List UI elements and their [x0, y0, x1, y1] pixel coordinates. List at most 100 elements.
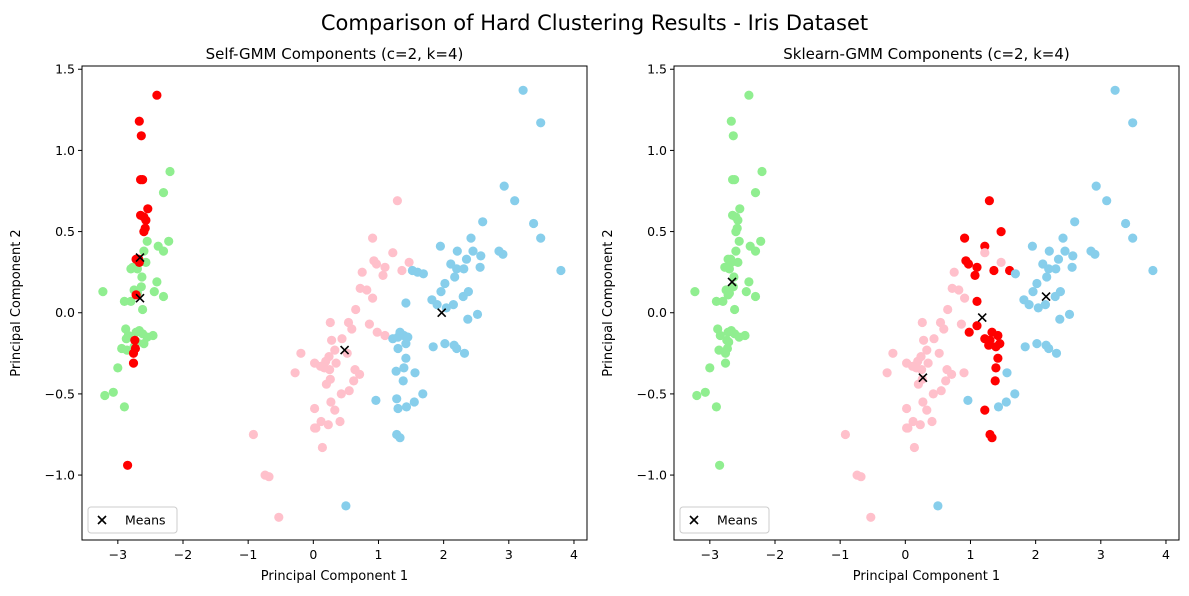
point-pink — [927, 416, 937, 427]
point-pink — [355, 369, 365, 379]
point-pink — [296, 348, 306, 358]
point-blue — [461, 254, 472, 264]
y-tick-label: 0.0 — [647, 305, 667, 320]
point-green — [139, 246, 149, 256]
point-red — [139, 227, 149, 237]
point-red — [996, 227, 1006, 237]
point-pink — [330, 405, 340, 415]
point-pink — [290, 368, 300, 378]
point-pink — [310, 403, 320, 414]
point-red — [128, 348, 139, 358]
point-red — [152, 90, 162, 100]
point-blue — [440, 339, 450, 349]
point-green — [722, 335, 732, 345]
point-red — [991, 342, 1001, 352]
point-pink — [349, 376, 359, 386]
point-blue — [458, 291, 468, 302]
point-green — [700, 387, 710, 397]
point-pink — [919, 335, 929, 345]
point-pink — [947, 369, 957, 379]
point-green — [121, 324, 131, 334]
point-blue — [1044, 343, 1054, 354]
point-blue — [1044, 246, 1054, 256]
point-pink — [915, 420, 925, 430]
point-green — [126, 264, 136, 274]
point-pink — [923, 358, 933, 368]
point-blue — [1067, 262, 1077, 272]
point-pink — [380, 262, 390, 272]
point-blue — [475, 262, 485, 272]
point-pink — [888, 348, 898, 358]
point-pink — [934, 348, 944, 358]
point-pink — [388, 248, 398, 258]
point-blue — [401, 402, 412, 412]
point-pink — [909, 442, 920, 453]
point-pink — [323, 420, 333, 430]
point-blue — [556, 265, 566, 276]
point-blue — [1064, 309, 1075, 319]
point-pink — [331, 358, 341, 368]
point-blue — [435, 241, 445, 251]
x-tick-label: −1 — [239, 547, 257, 562]
point-pink — [264, 472, 274, 482]
point-pink — [327, 335, 337, 345]
point-blue — [1002, 368, 1012, 378]
point-blue — [510, 196, 520, 206]
x-tick-label: 3 — [505, 547, 513, 562]
legend-box — [87, 506, 178, 534]
y-tick-label: −0.5 — [637, 386, 667, 401]
point-blue — [1050, 291, 1060, 302]
point-red — [972, 262, 982, 272]
point-blue — [393, 343, 403, 354]
mean-marker — [977, 313, 987, 323]
point-blue — [401, 298, 411, 308]
point-pink — [929, 334, 939, 344]
point-pink — [380, 330, 390, 341]
mean-marker — [437, 308, 447, 318]
scatter-points — [690, 85, 1158, 522]
point-green — [744, 277, 754, 287]
point-green — [164, 236, 174, 246]
point-blue — [428, 342, 438, 352]
point-pink — [325, 317, 335, 328]
point-blue — [1028, 287, 1038, 297]
scatter-points — [98, 85, 566, 522]
point-pink — [856, 472, 866, 482]
point-pink — [936, 386, 946, 396]
means-markers — [727, 277, 1051, 383]
point-pink — [954, 285, 964, 295]
point-pink — [941, 376, 951, 386]
y-tick-label: −1.0 — [637, 468, 667, 483]
point-pink — [372, 327, 382, 337]
point-pink — [840, 429, 851, 440]
point-red — [123, 460, 133, 470]
point-green — [108, 387, 118, 397]
point-green — [121, 334, 131, 344]
point-green — [750, 291, 761, 302]
point-pink — [324, 352, 334, 362]
point-red — [134, 116, 144, 126]
point-green — [113, 363, 123, 373]
y-tick-label: 0.5 — [647, 224, 667, 239]
point-blue — [436, 287, 446, 297]
point-green — [139, 339, 149, 349]
point-red — [980, 405, 990, 415]
point-red — [128, 358, 139, 368]
point-pink — [404, 257, 414, 267]
point-green — [158, 246, 169, 256]
point-red — [987, 433, 997, 443]
point-blue — [398, 376, 408, 386]
panel-title: Sklearn-GMM Components (c=2, k=4) — [783, 45, 1070, 63]
point-green — [718, 296, 728, 306]
y-tick-label: 1.0 — [647, 143, 667, 158]
left-panel: Self-GMM Components (c=2, k=4) −3 −2 −1 0 1 2 3… — [9, 45, 588, 584]
mean-marker — [1041, 291, 1051, 302]
point-pink — [882, 368, 892, 378]
point-blue — [1110, 85, 1120, 95]
point-blue — [418, 269, 428, 279]
point-blue — [341, 501, 351, 511]
point-blue — [993, 402, 1004, 412]
point-blue — [459, 348, 470, 358]
point-blue — [399, 363, 409, 373]
